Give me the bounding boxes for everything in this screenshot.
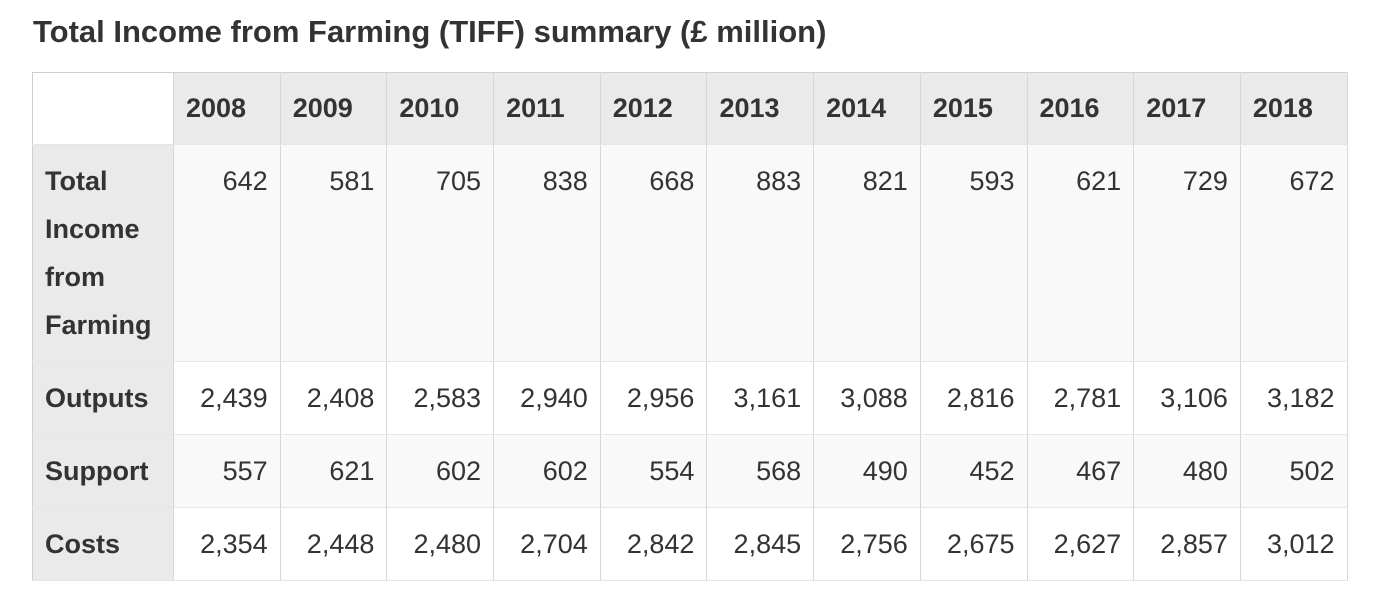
table-cell: 2,816 [920,361,1028,435]
table-cell: 568 [706,434,815,508]
year-header: 2018 [1240,72,1348,145]
table-cell: 2,480 [386,507,495,581]
year-header: 2010 [386,72,495,145]
table-cell: 705 [386,144,495,362]
table-cell: 2,583 [386,361,495,435]
table-cell: 838 [493,144,601,362]
table-cell: 554 [600,434,708,508]
table-cell: 3,182 [1240,361,1348,435]
row-label: Support [32,434,174,508]
table-cell: 593 [920,144,1028,362]
year-header: 2008 [173,72,281,145]
table-cell: 3,088 [813,361,921,435]
table-cell: 452 [920,434,1028,508]
year-header: 2009 [280,72,388,145]
table-cell: 2,448 [280,507,388,581]
header-row: 2008 2009 2010 2011 2012 2013 2014 2015 … [32,72,1348,145]
table-cell: 621 [1027,144,1135,362]
table-row-total-income: Total Income from Farming 642 581 705 83… [32,144,1348,362]
corner-cell [32,72,174,145]
table-cell: 3,106 [1133,361,1241,435]
tiff-summary-table: 2008 2009 2010 2011 2012 2013 2014 2015 … [32,72,1348,581]
table-cell: 642 [173,144,281,362]
table-cell: 2,756 [813,507,921,581]
table-cell: 621 [280,434,388,508]
year-header: 2015 [920,72,1028,145]
table-row-outputs: Outputs 2,439 2,408 2,583 2,940 2,956 3,… [32,361,1348,435]
table-row-costs: Costs 2,354 2,448 2,480 2,704 2,842 2,84… [32,507,1348,581]
table-cell: 883 [706,144,815,362]
table-cell: 821 [813,144,921,362]
table-cell: 2,439 [173,361,281,435]
year-header: 2012 [600,72,708,145]
table-cell: 3,161 [706,361,815,435]
year-header: 2011 [493,72,601,145]
table-cell: 2,956 [600,361,708,435]
year-header: 2014 [813,72,921,145]
table-cell: 672 [1240,144,1348,362]
table-cell: 467 [1027,434,1135,508]
table-cell: 2,627 [1027,507,1135,581]
table-cell: 490 [813,434,921,508]
row-label: Total Income from Farming [32,144,174,362]
table-cell: 502 [1240,434,1348,508]
table-row-support: Support 557 621 602 602 554 568 490 452 … [32,434,1348,508]
table-cell: 2,675 [920,507,1028,581]
table-cell: 480 [1133,434,1241,508]
table-cell: 668 [600,144,708,362]
table-caption: Total Income from Farming (TIFF) summary… [33,14,827,49]
table-cell: 3,012 [1240,507,1348,581]
table-cell: 602 [386,434,495,508]
table-cell: 2,845 [706,507,815,581]
table-cell: 557 [173,434,281,508]
table-cell: 2,354 [173,507,281,581]
table-cell: 602 [493,434,601,508]
table-cell: 581 [280,144,388,362]
table-cell: 2,940 [493,361,601,435]
table-cell: 2,408 [280,361,388,435]
year-header: 2016 [1027,72,1135,145]
table-cell: 2,857 [1133,507,1241,581]
table-cell: 2,704 [493,507,601,581]
row-label: Costs [32,507,174,581]
year-header: 2017 [1133,72,1241,145]
table-cell: 2,842 [600,507,708,581]
row-label: Outputs [32,361,174,435]
table-cell: 729 [1133,144,1241,362]
table-cell: 2,781 [1027,361,1135,435]
year-header: 2013 [706,72,815,145]
